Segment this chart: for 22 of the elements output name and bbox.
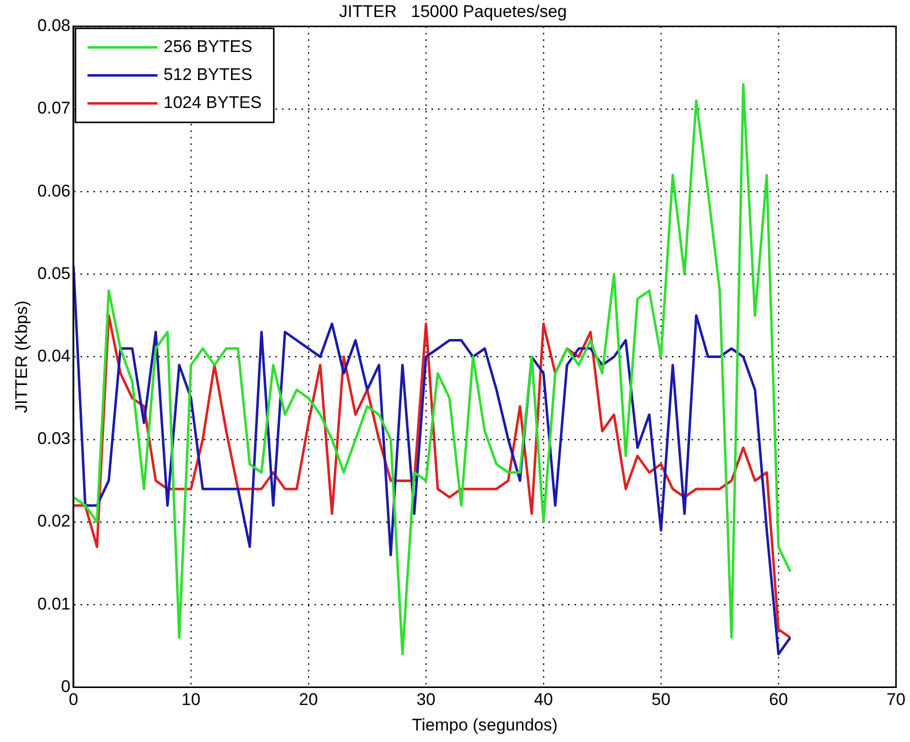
y-tick-label: 0.06 [37, 181, 70, 200]
x-tick-label: 50 [652, 690, 670, 710]
y-tick-label: 0 [61, 676, 70, 696]
y-tick-label: 0.07 [37, 98, 70, 118]
y-tick-label: 0.03 [37, 429, 70, 448]
y-tick-label: 0.08 [37, 16, 70, 36]
y-tick-label: 0.01 [37, 594, 70, 614]
y-tick-label: 0.05 [37, 264, 70, 283]
legend-label: 512 BYTES [163, 65, 252, 84]
x-tick-label: 70 [886, 690, 906, 710]
x-tick-label: 40 [534, 690, 553, 710]
y-tick-label: 0.04 [37, 346, 70, 366]
y-tick-label: 0.02 [37, 512, 70, 531]
x-tick-label: 60 [769, 690, 788, 710]
x-tick-label: 20 [299, 690, 318, 710]
legend-label: 256 BYTES [163, 37, 252, 56]
y-axis-title: JITTER (Kbps) [12, 300, 31, 414]
x-axis-title: Tiempo (segundos) [412, 715, 558, 734]
x-tick-label: 30 [416, 690, 436, 710]
legend-label: 1024 BYTES [163, 93, 262, 112]
chart-title: JITTER 15000 Paquetes/seg [339, 2, 567, 21]
x-tick-label: 10 [182, 690, 200, 710]
